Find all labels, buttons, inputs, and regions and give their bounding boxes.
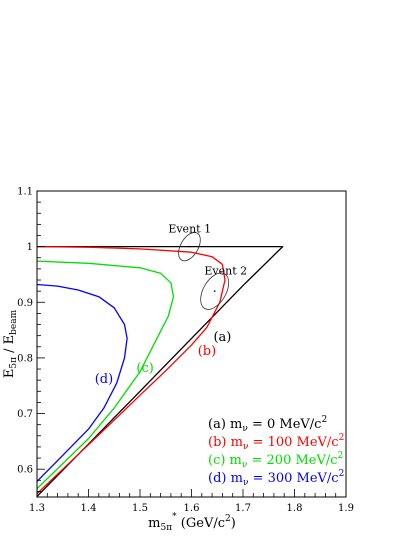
- x-tick-label: 1.3: [29, 503, 45, 514]
- y-axis-label: E5π / Ebeam: [2, 309, 19, 378]
- x-tick-label: 1.5: [132, 503, 148, 514]
- event-2-label: Event 2: [204, 264, 247, 277]
- event-1-point: [188, 245, 191, 248]
- series-line-c: [37, 260, 175, 490]
- series-label-c: (c): [136, 361, 153, 376]
- x-tick-label: 1.7: [235, 503, 251, 514]
- event-2-ellipse: [200, 272, 230, 310]
- event-1-label: Event 1: [168, 223, 211, 236]
- y-tick-label: 0.7: [17, 409, 33, 420]
- legend-entry-c: (c) mν = 200 MeV/c2: [208, 451, 343, 470]
- series-line-a: [37, 245, 284, 497]
- events-layer: Event 1 Event 2: [168, 223, 247, 310]
- series-label-d: (d): [95, 372, 113, 387]
- legend-entry-b: (b) mν = 100 MeV/c2: [208, 433, 344, 452]
- x-tick-label: 1.4: [81, 503, 97, 514]
- event-2-point: [213, 290, 216, 293]
- y-tick-label: 0.9: [17, 298, 33, 309]
- series-line-b: [37, 245, 226, 495]
- ticks-layer: 1.3 1.4 1.5 1.6 1.7 1.8 1.9 0.6 0.7 0.8 0.9 1 1.1: [17, 187, 354, 515]
- event-1-ellipse: [178, 232, 201, 262]
- x-tick-label: 1.6: [184, 503, 200, 514]
- legend: (a) mν = 0 MeV/c2(b) mν = 100 MeV/c2(c) …: [208, 415, 344, 488]
- x-tick-label: 1.9: [338, 503, 354, 514]
- y-tick-label: 0.6: [17, 465, 33, 476]
- curves-layer: [37, 245, 284, 497]
- series-labels: (a)(b) (c) (d): [95, 330, 232, 387]
- plot-frame: [36, 190, 347, 498]
- legend-entry-d: (d) mν = 300 MeV/c2: [208, 469, 344, 488]
- x-tick-label: 1.8: [287, 503, 303, 514]
- series-label-a: (a): [213, 330, 231, 345]
- y-tick-label: 1.1: [17, 187, 33, 198]
- legend-entry-a: (a) mν = 0 MeV/c2: [208, 415, 327, 434]
- x-axis-label: m5π* (GeV/c2): [148, 512, 236, 533]
- series-line-d: [37, 283, 128, 482]
- y-tick-label: 0.8: [17, 353, 33, 364]
- series-label-b: (b): [198, 344, 216, 359]
- y-tick-label: 1: [27, 242, 33, 253]
